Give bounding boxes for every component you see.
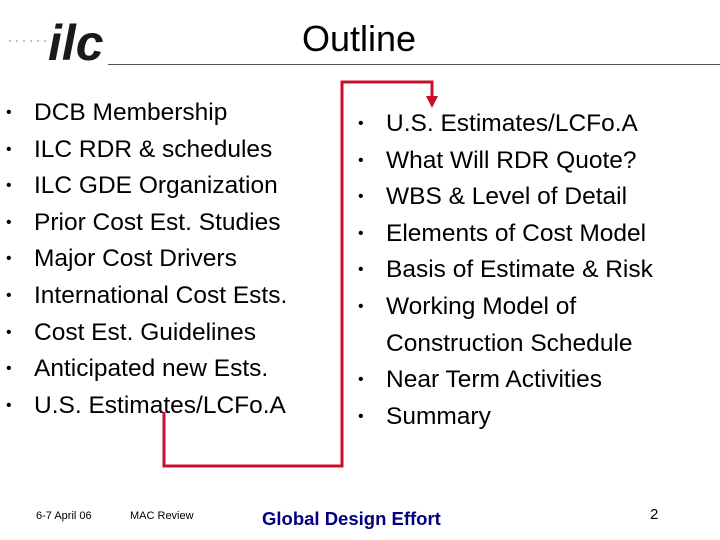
list-item: • Near Term Activities [358, 366, 603, 394]
list-item: • DCB Membership [6, 99, 228, 126]
title-divider [108, 64, 720, 65]
list-item: • Basis of Estimate & Risk [358, 256, 653, 284]
footer-date: 6-7 April 06 [36, 510, 92, 522]
footer-organization: Global Design Effort [262, 508, 441, 529]
page-number: 2 [650, 506, 659, 523]
list-item: • Cost Est. Guidelines [6, 318, 256, 346]
list-item: • Working Model of Construction Schedule [358, 292, 633, 357]
list-item: • U.S. Estimates/LCFo.A [358, 110, 638, 137]
list-item: • Prior Cost Est. Studies [6, 208, 281, 236]
svg-text:ilc: ilc [48, 15, 104, 68]
left-outline-list: • DCB Membership • ILC RDR & schedules • IL… [5, 95, 287, 424]
list-item: • WBS & Level of Detail [358, 183, 628, 211]
ilc-logo: ilc [8, 8, 108, 71]
list-item: • Elements of Cost Model [358, 219, 647, 247]
list-item: • Major Cost Drivers [6, 245, 237, 273]
slide-title: Outline [302, 18, 417, 59]
list-item: • U.S. Estimates/LCFo.A [6, 391, 286, 419]
list-item: • ILC RDR & schedules [6, 135, 273, 163]
right-outline-list: • U.S. Estimates/LCFo.A • What Will RDR Qu… [357, 106, 653, 435]
list-item: • Anticipated new Ests. [6, 355, 269, 383]
footer-meeting: MAC Review [130, 510, 194, 522]
list-item: • International Cost Ests. [6, 281, 288, 309]
list-item: • Summary [358, 402, 491, 430]
list-item: • ILC GDE Organization [6, 172, 278, 200]
list-item: • What Will RDR Quote? [358, 146, 637, 174]
